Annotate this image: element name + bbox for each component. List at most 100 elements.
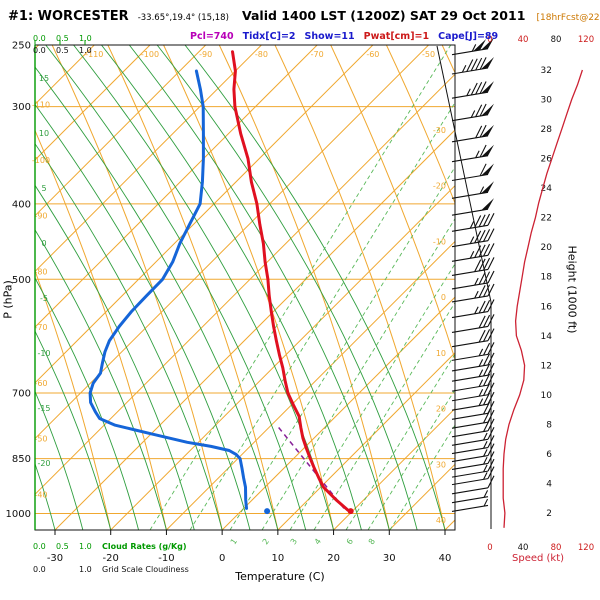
speed-scale-top: 0: [487, 35, 492, 45]
isotherm-label-left: -80: [34, 267, 47, 276]
temperature-curve: [231, 50, 350, 512]
wind-barb: [451, 81, 494, 99]
index-item: Cape[J]=89: [438, 31, 499, 42]
dry-adiabat: [385, 45, 455, 205]
wind-barb: [451, 124, 494, 143]
barb-staff: [451, 394, 489, 402]
barb-full: [478, 272, 486, 285]
height-tick-label: 10: [541, 391, 553, 401]
isotherm-label-left: -70: [34, 323, 47, 332]
barb-staff: [451, 325, 489, 333]
moist-adiabat-label: 10: [39, 129, 49, 138]
barb-full: [483, 329, 491, 342]
barb-full: [483, 373, 491, 387]
cloud-scale-bottom-green: 0.0: [33, 542, 46, 551]
cloud-scale-top-green: 0.0: [33, 34, 46, 43]
barb-half: [483, 456, 488, 465]
temp-tick-label: -10: [158, 553, 174, 564]
grid-cloud-value: 0.0: [33, 565, 46, 574]
mixing-ratio-label: 8: [367, 537, 377, 546]
wind-barb: [451, 213, 495, 232]
barb-full: [483, 383, 491, 396]
speed-scale-top: 80: [551, 35, 562, 45]
barb-full: [479, 57, 487, 70]
moist-adiabat: [35, 103, 251, 530]
isotherm-label-right: 0: [441, 293, 446, 302]
isotherm-label-right: 40: [436, 516, 446, 525]
forecast-tag: [18hrFcst@2205Z]: [536, 13, 600, 23]
barb-full: [470, 82, 478, 96]
barb-full: [483, 410, 491, 424]
barb-staff: [451, 430, 489, 438]
barb-half: [470, 110, 476, 118]
temp-tick-label: 40: [439, 553, 452, 564]
barb-staff: [451, 254, 489, 262]
height-tick-label: 30: [541, 96, 553, 106]
barb-pennant: [481, 163, 494, 176]
isotherm-line: [166, 240, 455, 530]
wind-barb: [451, 270, 495, 290]
isotherm-line: [54, 129, 455, 530]
barb-full: [483, 271, 491, 284]
wind-barb: [451, 498, 489, 512]
barb-full: [475, 104, 483, 117]
barb-half: [478, 359, 484, 367]
barb-full: [487, 243, 495, 256]
wind-barb: [451, 283, 495, 303]
mixing-ratio-line: [229, 166, 455, 530]
barb-full: [475, 125, 483, 139]
height-tick-label: 22: [541, 214, 552, 224]
barb-half: [478, 369, 484, 377]
sounding-layer: [88, 50, 354, 515]
isotherm-line: [221, 296, 455, 530]
barb-half: [461, 65, 467, 73]
isotherm-label-left: -40: [34, 490, 47, 499]
wind-barb: [451, 490, 489, 504]
station-coords: -33.65°,19.4° (15,18): [137, 13, 229, 23]
pressure-tick-label: 700: [12, 388, 31, 399]
barb-full: [478, 329, 486, 343]
mixing-ratio-line: [313, 301, 455, 530]
barb-full: [479, 124, 487, 138]
barb-full: [479, 163, 487, 177]
barb-pennant: [481, 103, 494, 116]
height-tick-label: 14: [541, 332, 553, 342]
wind-barb: [451, 198, 494, 216]
pressure-tick-label: 500: [12, 275, 31, 286]
height-tick-label: 6: [546, 450, 552, 460]
pressure-tick-label: 850: [12, 454, 31, 465]
barb-staff: [451, 438, 489, 446]
barb-half: [483, 472, 488, 480]
barb-full: [483, 284, 491, 297]
moist-adiabat: [35, 330, 112, 530]
temp-tick-label: 20: [327, 553, 340, 564]
isotherm-line: [333, 407, 455, 530]
wind-barb: [451, 57, 494, 75]
isotherm-label-right: -20: [433, 182, 446, 191]
barb-staff: [451, 504, 489, 512]
barb-full: [483, 243, 491, 257]
dewpoint-curve: [88, 69, 248, 510]
barb-half: [471, 44, 477, 52]
barb-pennant: [481, 81, 494, 94]
barb-full: [478, 229, 486, 243]
barb-staff: [451, 374, 489, 382]
wind-barb: [451, 257, 495, 276]
speed-scale-top: 120: [578, 35, 594, 45]
wind-barb: [451, 299, 495, 319]
wind-barb: [451, 163, 494, 182]
pressure-tick-label: 1000: [6, 509, 31, 520]
height-axis-label: Height (1000 ft): [565, 245, 579, 334]
barb-staff: [451, 155, 489, 163]
temp-tick-label: -30: [47, 553, 63, 564]
cloud-scale-top-green: 0.5: [56, 34, 69, 43]
barb-staff: [451, 310, 489, 319]
isotherm-line: [35, 45, 429, 440]
wind-barb-layer: [451, 37, 495, 512]
cloud-scale-bottom-green: 1.0: [79, 542, 92, 551]
barb-full: [483, 314, 491, 328]
barb-staff: [451, 135, 489, 143]
indices-row: Pcl=740 Tidx[C]=2 Show=11 Pwat[cm]=1 Cape[J]…: [190, 24, 507, 43]
height-tick-label: 8: [546, 420, 552, 430]
barb-staff: [451, 295, 489, 303]
